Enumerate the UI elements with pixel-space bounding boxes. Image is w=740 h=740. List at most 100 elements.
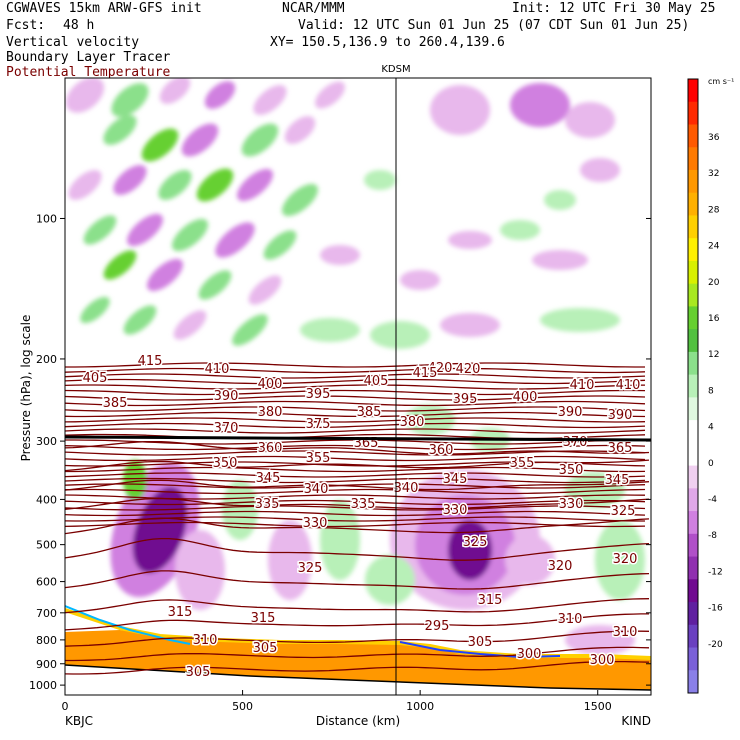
colorbar-frame	[687, 78, 699, 694]
theta-contour-lower	[65, 459, 650, 472]
theta-contour-upper	[65, 439, 645, 445]
theta-contour-lower	[65, 497, 650, 510]
theta-contour-label: 315	[168, 605, 193, 620]
theta-contour-upper	[65, 400, 646, 407]
theta-contour-upper	[65, 395, 646, 401]
colorbar-swatch	[688, 215, 698, 239]
colorbar-swatch	[688, 329, 698, 353]
field-label-theta: Potential Temperature	[6, 65, 171, 80]
colorbar-swatch	[688, 101, 698, 125]
potential-temperature-contours	[65, 362, 650, 675]
colorbar-swatch	[688, 283, 698, 307]
colorbar-tick-label: 28	[708, 205, 720, 215]
theta-contour-label: 405	[364, 374, 389, 389]
theta-contour-upper	[65, 406, 646, 412]
theta-contour-lower	[65, 517, 650, 535]
x-tick-label: 1500	[584, 700, 612, 713]
colorbar-tick-label: -4	[708, 495, 717, 505]
theta-contour-upper	[65, 455, 646, 462]
colorbar-swatch	[688, 647, 698, 671]
theta-contour-label: 300	[517, 647, 542, 662]
org-label: NCAR/MMM	[282, 1, 345, 16]
y-tick-label: 300	[36, 435, 57, 448]
theta-contour-upper	[65, 428, 646, 434]
x-tick-label: 0	[62, 700, 69, 713]
field-label-tracer: Boundary Layer Tracer	[6, 50, 171, 65]
y-axis: 100 200 300 400 500 600 700 800 900 1000	[29, 212, 651, 692]
colorbar-tick-label: 24	[708, 242, 720, 252]
valid-time: Valid: 12 UTC Sun 01 Jun 25 (07 CDT Sun …	[298, 18, 690, 33]
colorbar-swatch	[688, 488, 698, 512]
colorbar-tick-label: -12	[708, 567, 723, 577]
y-tick-label: 600	[36, 576, 57, 589]
x-end-label-left: KBJC	[65, 714, 93, 728]
vertical-velocity-field	[65, 78, 645, 655]
x-end-label-right: KIND	[621, 714, 651, 728]
colorbar-tick-label: 20	[708, 278, 720, 288]
theta-contour-label: 370	[214, 421, 239, 436]
chart-title: KDSM	[381, 64, 410, 75]
y-tick-label: 700	[36, 607, 57, 620]
colorbar-swatch	[688, 670, 698, 694]
colorbar-tick-label: -8	[708, 531, 717, 541]
theta-contour-upper	[65, 389, 646, 396]
theta-contour-label: 405	[83, 371, 108, 386]
x-axis: 0 500 1000 1500	[62, 690, 612, 713]
colorbar-swatch	[688, 147, 698, 171]
theta-contour-label: 345	[605, 473, 630, 488]
colorbar-tick-label: 32	[708, 169, 719, 179]
theta-contour-label: 390	[558, 405, 583, 420]
theta-contour-label: 330	[443, 503, 468, 518]
theta-contour-upper	[65, 505, 646, 511]
theta-contour-label: 310	[558, 612, 583, 627]
colorbar-swatch	[688, 420, 698, 444]
theta-contour-upper	[65, 472, 646, 478]
theta-contour-label: 305	[253, 641, 278, 656]
theta-contour-lower	[65, 570, 650, 590]
theta-contour-label: 410	[616, 378, 641, 393]
theta-contour-label: 355	[306, 451, 331, 466]
theta-contour-upper	[65, 444, 646, 451]
theta-contour-label: 315	[251, 611, 276, 626]
field-label-vvel: Vertical velocity	[6, 35, 140, 50]
colorbar-swatch	[688, 169, 698, 194]
colorbar-tick-label: 0	[708, 459, 714, 469]
colorbar-tick-label: 4	[708, 423, 714, 433]
theta-contour-label: 380	[258, 405, 283, 420]
theta-contour-label: 300	[590, 653, 615, 668]
colorbar-swatch	[688, 79, 698, 103]
colorbar-tick-label: 16	[708, 314, 720, 324]
theta-contour-label: 360	[258, 441, 283, 456]
colorbar-swatch	[688, 442, 698, 467]
theta-contour-label: 330	[559, 497, 584, 512]
colorbar-swatch	[688, 556, 698, 580]
model-title: CGWAVES 15km ARW-GFS init	[6, 1, 202, 16]
theta-contour-upper	[65, 378, 646, 385]
theta-contour-label: 310	[193, 633, 218, 648]
theta-contour-label: 305	[468, 635, 493, 650]
theta-contour-label: 415	[413, 366, 438, 381]
theta-contour-upper	[65, 362, 645, 368]
theta-contour-label: 315	[478, 593, 503, 608]
theta-contour-lower	[65, 630, 650, 647]
theta-contour-label: 400	[258, 377, 283, 392]
theta-contour-upper	[65, 499, 646, 506]
theta-contour-label: 325	[298, 561, 323, 576]
theta-contour-lower	[65, 660, 650, 675]
theta-contour-lower	[65, 537, 650, 561]
theta-contour-upper	[65, 477, 646, 484]
theta-contour-label: 340	[304, 482, 329, 497]
colorbar-swatch	[688, 260, 698, 285]
theta-contour-lower	[65, 440, 650, 455]
theta-contour-label: 330	[303, 516, 328, 531]
theta-contour-label: 385	[103, 396, 128, 411]
theta-contour-label: 390	[608, 408, 633, 423]
theta-contour-label: 350	[559, 463, 584, 478]
forecast-hour: 48 h	[63, 18, 95, 33]
theta-contour-upper	[65, 483, 646, 489]
colorbar-swatch	[688, 192, 698, 216]
colorbar-swatch	[688, 511, 698, 535]
y-tick-label: 500	[36, 539, 57, 552]
